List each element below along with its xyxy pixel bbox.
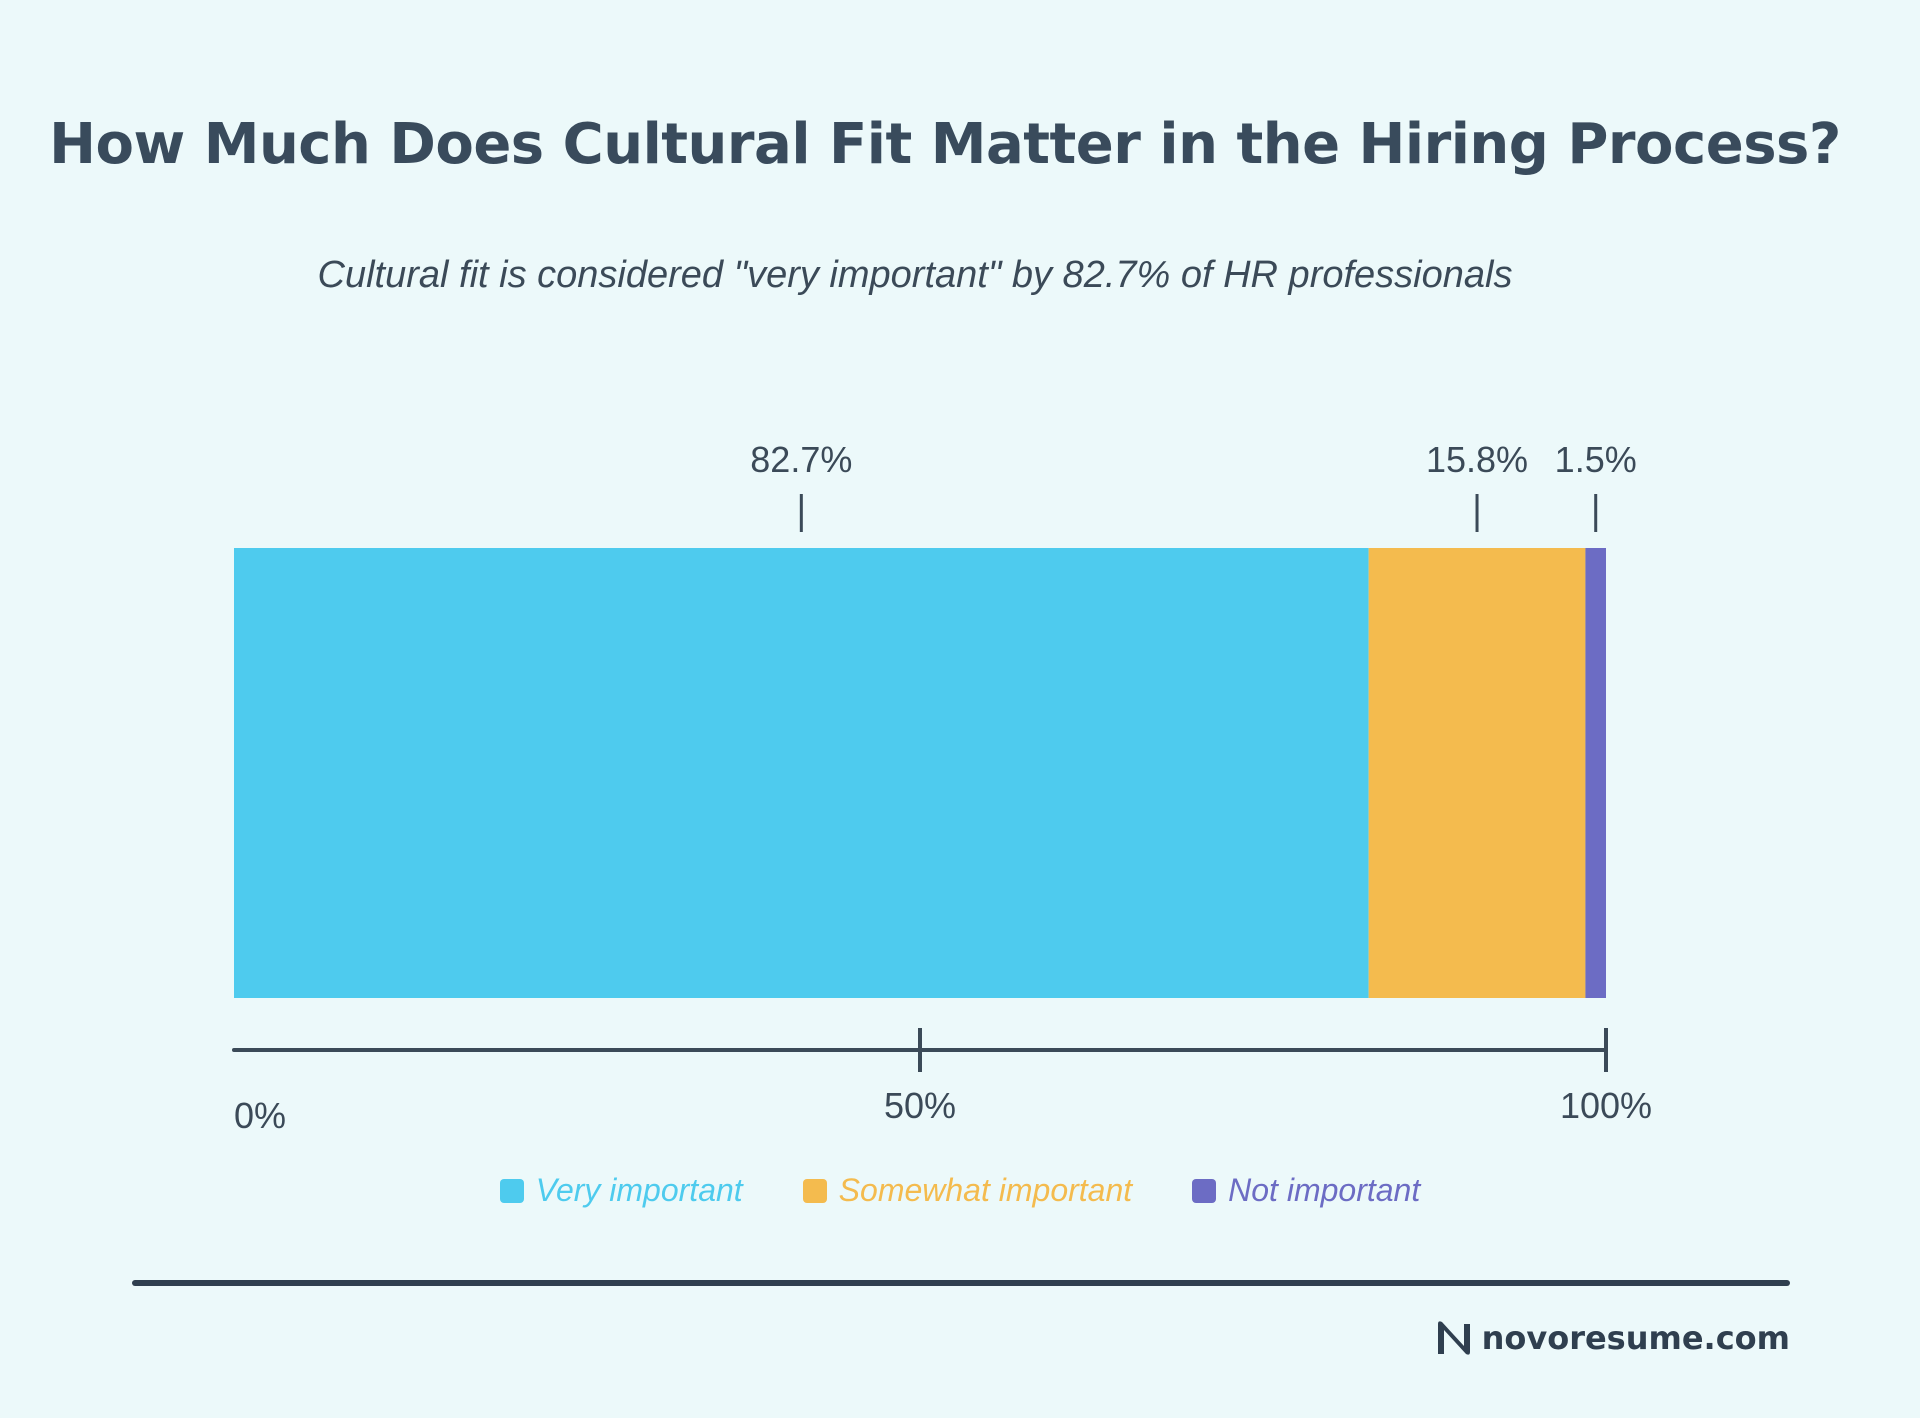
legend-label-2: Not important	[1228, 1172, 1421, 1208]
value-label-0: 82.7%	[750, 439, 852, 480]
legend-item-1: Somewhat important	[802, 1172, 1133, 1209]
legend-item-0: Very important	[499, 1172, 743, 1209]
bar-segment-2	[1585, 548, 1606, 998]
chart-title: How Much Does Cultural Fit Matter in the…	[49, 112, 1841, 177]
legend-swatch-2	[1192, 1178, 1217, 1203]
bar-segment-0	[234, 548, 1369, 998]
value-label-1: 15.8%	[1426, 439, 1528, 480]
legend-item-2: Not important	[1192, 1172, 1420, 1209]
value-label-2: 1.5%	[1555, 439, 1637, 480]
chart-subtitle: Cultural fit is considered "very importa…	[317, 254, 1513, 296]
legend-label-0: Very important	[535, 1172, 743, 1208]
stacked-bar-chart: 82.7% 15.8% 1.5% 0% 50% 100%	[232, 439, 1652, 1136]
legend-swatch-1	[802, 1178, 827, 1203]
x-tick-label-2: 100%	[1560, 1085, 1652, 1126]
footer-divider	[132, 1280, 1790, 1286]
x-tick-label-0: 0%	[234, 1095, 286, 1136]
legend-swatch-0	[499, 1178, 524, 1203]
x-tick-label-1: 50%	[884, 1085, 956, 1126]
brand: novoresume.com	[1434, 1318, 1790, 1358]
chart-legend: Very important Somewhat important Not impo…	[0, 1172, 1920, 1209]
bar-segment-1	[1368, 548, 1586, 998]
novoresume-n-logo-icon	[1437, 1321, 1470, 1355]
brand-name: novoresume.com	[1481, 1319, 1790, 1357]
legend-label-1: Somewhat important	[838, 1172, 1133, 1208]
